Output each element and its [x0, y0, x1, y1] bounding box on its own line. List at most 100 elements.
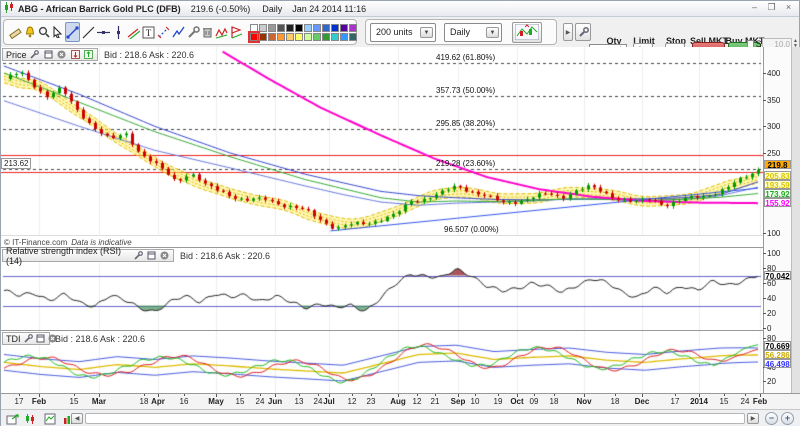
alert-bell-tool[interactable] — [24, 22, 36, 42]
time-axis-label: 16 — [180, 397, 189, 406]
palette-swatch[interactable] — [268, 24, 276, 32]
trend-channel-tool[interactable] — [127, 22, 140, 42]
time-axis-label: May — [208, 397, 224, 406]
palette-swatch[interactable] — [295, 33, 303, 41]
palette-swatch[interactable] — [286, 33, 294, 41]
wrench-icon[interactable] — [24, 334, 33, 344]
palette-swatch[interactable] — [259, 33, 267, 41]
time-axis-label: Oct — [510, 397, 523, 406]
time-axis-tick — [260, 394, 261, 396]
palette-swatch[interactable] — [286, 24, 294, 32]
palette-swatch[interactable] — [322, 24, 330, 32]
duplicate-window-icon[interactable] — [147, 251, 157, 261]
tdi-bid-ask: Bid : 218.6 Ask : 220.6 — [55, 334, 145, 344]
time-axis-label: 21 — [431, 397, 440, 406]
zoom-tool[interactable] — [38, 22, 50, 42]
zoom-in-button[interactable]: + — [781, 412, 794, 425]
segment-line-tool[interactable] — [65, 22, 80, 42]
measure-ruler-tool[interactable] — [9, 22, 22, 42]
close-icon[interactable] — [160, 251, 170, 261]
chevron-down-icon[interactable]: ▼ — [486, 27, 499, 38]
rsi-axis-tick-label: 40 — [767, 294, 776, 303]
chart-style-icon — [515, 24, 539, 40]
sell-shortcut-icon[interactable] — [70, 50, 81, 60]
palette-swatch[interactable] — [295, 24, 303, 32]
time-axis-label: 12 — [348, 397, 357, 406]
line-tool[interactable] — [82, 22, 95, 42]
palette-swatch[interactable] — [259, 24, 267, 32]
tdi-value-box: 46.498 — [764, 359, 791, 368]
zoom-out-button[interactable]: − — [765, 412, 778, 425]
vertical-line-tool[interactable] — [112, 22, 125, 42]
palette-swatch[interactable] — [313, 24, 321, 32]
time-axis-label: 15 — [720, 397, 729, 406]
chevron-down-icon[interactable]: ▼ — [420, 27, 433, 38]
dotted-segment-tool[interactable] — [157, 22, 170, 42]
restore-button[interactable]: ❐ — [765, 2, 778, 14]
units-select[interactable]: 200 units ▼ — [370, 23, 436, 42]
pointer-cursor-tool[interactable] — [52, 22, 63, 42]
time-axis-tick — [517, 394, 518, 397]
buy-shortcut-icon[interactable] — [84, 50, 95, 60]
time-axis-label: 17 — [671, 397, 680, 406]
price-chart-canvas[interactable] — [1, 47, 763, 235]
minimize-button[interactable]: – — [748, 2, 761, 14]
palette-swatch[interactable] — [250, 33, 258, 41]
collapse-arrow-button[interactable]: ▶ — [563, 23, 573, 41]
palette-swatch[interactable] — [268, 33, 276, 41]
palette-swatch[interactable] — [250, 24, 258, 32]
time-axis-label: 19 — [494, 397, 503, 406]
time-axis-label: 2014 — [690, 397, 708, 406]
trading-app-window: ABG - African Barrick Gold PLC (DFB) 219… — [0, 0, 800, 426]
palette-swatch[interactable] — [340, 33, 348, 41]
time-scrollbar[interactable] — [85, 413, 745, 424]
delete-trash-tool[interactable] — [202, 22, 213, 42]
flag-pattern-tool[interactable] — [230, 22, 243, 42]
time-axis-label: 17 — [15, 397, 24, 406]
fib-level-label: 357.73 (50.00%) — [436, 86, 495, 95]
period-select[interactable]: Daily ▼ — [444, 23, 502, 42]
palette-swatch[interactable] — [331, 24, 339, 32]
palette-swatch[interactable] — [304, 33, 312, 41]
palette-swatch[interactable] — [277, 24, 285, 32]
time-axis-tick — [615, 394, 616, 396]
duplicate-window-icon[interactable] — [43, 50, 54, 60]
scroll-right-button[interactable]: ▶ — [747, 413, 759, 424]
palette-swatch[interactable] — [313, 33, 321, 41]
candlestick-mode-icon[interactable] — [23, 412, 37, 425]
tdi-value-box: 70.669 — [764, 341, 791, 350]
time-axis-tick — [19, 394, 20, 396]
time-axis-tick — [458, 394, 459, 397]
polyline-tool[interactable] — [172, 22, 185, 42]
settings-wrench-button[interactable] — [575, 23, 591, 41]
chart-style-button[interactable] — [512, 22, 542, 43]
palette-swatch[interactable] — [304, 24, 312, 32]
chart-settings-group: 200 units ▼ Daily ▼ — [365, 19, 557, 45]
time-axis-label: 24 — [741, 397, 750, 406]
price-axis-tick-mark — [763, 100, 766, 101]
wrench-icon[interactable] — [133, 251, 143, 261]
palette-swatch[interactable] — [340, 24, 348, 32]
price-bid-ask: Bid : 218.6 Ask : 220.6 — [104, 50, 194, 60]
palette-swatch[interactable] — [331, 33, 339, 41]
chart-window-icon[interactable] — [43, 412, 57, 425]
price-axis-tick-label: 250 — [767, 149, 780, 158]
zigzag-pattern-tool[interactable] — [215, 22, 228, 42]
close-button[interactable]: × — [782, 2, 795, 14]
time-axis-tick — [299, 394, 300, 396]
time-axis[interactable]: 17Feb15Mar18Apr16May1524Jun1324Jul1223Au… — [1, 393, 800, 409]
close-icon[interactable] — [57, 50, 68, 60]
duplicate-window-icon[interactable] — [36, 334, 45, 344]
tools-settings-tool[interactable] — [187, 22, 200, 42]
rsi-axis-tick-label: 0 — [767, 324, 771, 333]
export-share-icon[interactable] — [5, 412, 19, 425]
palette-swatch[interactable] — [277, 33, 285, 41]
scroll-left-button[interactable]: ◀ — [71, 413, 83, 424]
palette-swatch[interactable] — [322, 33, 330, 41]
palette-swatch[interactable] — [349, 33, 357, 41]
text-annotation-tool[interactable]: T — [142, 22, 155, 42]
rsi-pane-title: Relative strength index (RSI) (14) — [6, 246, 130, 266]
horizontal-line-tool[interactable] — [97, 22, 110, 42]
wrench-icon[interactable] — [30, 50, 41, 60]
palette-swatch[interactable] — [349, 24, 357, 32]
